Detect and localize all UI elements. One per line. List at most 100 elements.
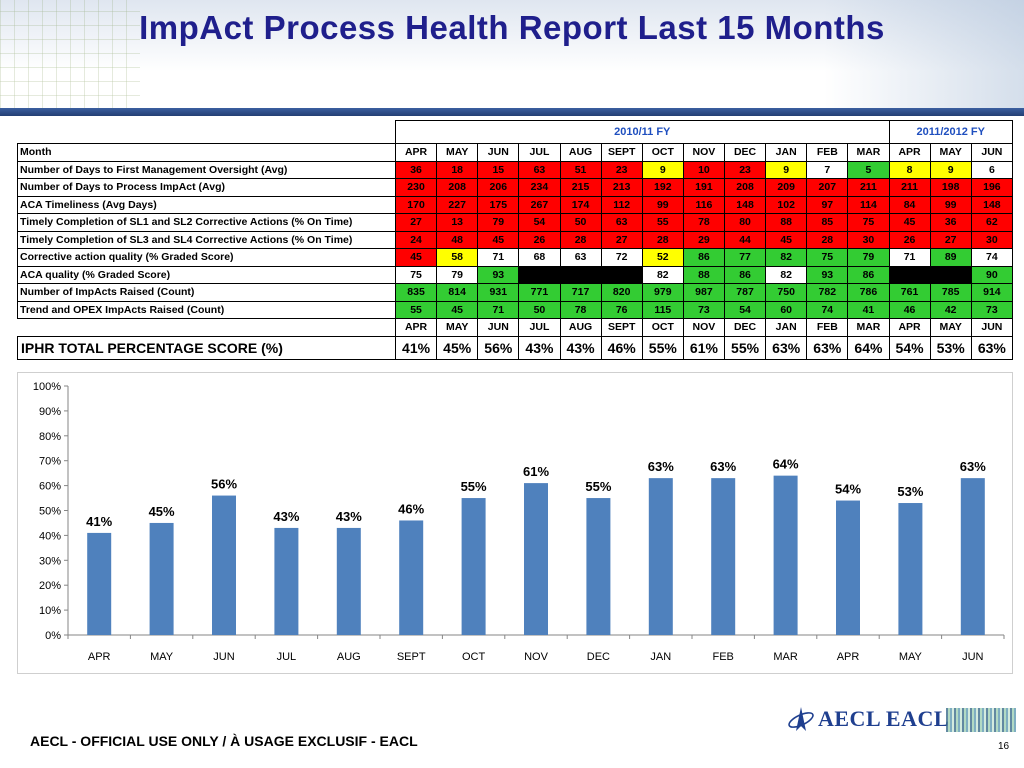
- title-divider: [0, 108, 1024, 116]
- chart-svg: 0% 10% 20% 30% 40% 50% 60% 70% 80% 90% 100% 41% APR 4…: [33, 381, 1005, 663]
- metric-value-cell: 115: [641, 300, 684, 319]
- metric-value-cell: 52: [641, 248, 684, 267]
- fy-header-row: 2010/11 FY 2011/2012 FY: [17, 120, 1013, 144]
- metric-value-cell: 89: [929, 248, 972, 267]
- metric-value-cell: 750: [765, 283, 808, 302]
- metric-value-cell: 50: [518, 300, 561, 319]
- metric-value-cell: 85: [806, 213, 849, 232]
- metric-value-cell: 207: [806, 178, 849, 197]
- chart-bar: [711, 478, 736, 635]
- header-band: [0, 0, 1024, 110]
- total-score-cell: 64%: [847, 335, 890, 360]
- page-number: 16: [998, 741, 1010, 752]
- month-header-cell: JUN: [970, 143, 1014, 162]
- metric-value-cell: 93: [477, 265, 520, 284]
- metric-value-cell: [600, 265, 643, 284]
- x-tick-label: APR: [88, 651, 111, 663]
- chart-bar: [461, 498, 486, 635]
- chart-bar: [960, 478, 985, 635]
- metric-value-cell: 209: [765, 178, 808, 197]
- metric-value-cell: 79: [847, 248, 890, 267]
- metric-value-cell: 86: [723, 265, 767, 284]
- total-score-chart: 0% 10% 20% 30% 40% 50% 60% 70% 80% 90% 100% 41% APR 4…: [17, 372, 1013, 674]
- metric-value-cell: 6: [970, 160, 1014, 179]
- metric-value-cell: 41: [847, 300, 890, 319]
- metric-value-cell: 8: [888, 160, 931, 179]
- metric-value-cell: 27: [394, 213, 438, 232]
- metric-value-cell: 73: [682, 300, 726, 319]
- total-score-cell: 56%: [477, 335, 520, 360]
- metric-value-cell: 82: [641, 265, 684, 284]
- metric-value-cell: 28: [559, 230, 602, 249]
- metric-value-cell: 54: [723, 300, 767, 319]
- metric-value-cell: 78: [559, 300, 602, 319]
- metric-label: Timely Completion of SL3 and SL4 Correct…: [17, 230, 396, 249]
- month-header-cell: AUG: [559, 143, 602, 162]
- metric-value-cell: 148: [970, 195, 1014, 214]
- metric-value-cell: 93: [806, 265, 849, 284]
- metric-value-cell: 761: [888, 283, 931, 302]
- metric-label: Timely Completion of SL1 and SL2 Correct…: [17, 213, 396, 232]
- aecl-atom-icon: [788, 707, 814, 731]
- metric-value-cell: [559, 265, 602, 284]
- month-header-cell: MAY: [929, 143, 972, 162]
- metric-value-cell: 71: [477, 300, 520, 319]
- month-header-cell: SEPT: [600, 143, 643, 162]
- blank-cell: [17, 120, 396, 144]
- metric-value-cell: 74: [970, 248, 1014, 267]
- metric-value-cell: 227: [436, 195, 479, 214]
- metric-value-cell: 15: [477, 160, 520, 179]
- bar-data-label: 63%: [960, 459, 986, 474]
- metric-value-cell: 717: [559, 283, 602, 302]
- total-score-cell: 63%: [970, 335, 1014, 360]
- x-tick-label: OCT: [462, 651, 486, 663]
- metric-value-cell: 46: [888, 300, 931, 319]
- metric-value-cell: 114: [847, 195, 890, 214]
- metric-value-cell: 26: [518, 230, 561, 249]
- bar-data-label: 43%: [273, 509, 299, 524]
- metric-value-cell: 175: [477, 195, 520, 214]
- metric-label: Number of ImpActs Raised (Count): [17, 283, 396, 302]
- metric-row: Number of Days to Process ImpAct (Avg) 23…: [17, 178, 1014, 197]
- metric-value-cell: 211: [888, 178, 931, 197]
- metric-value-cell: 99: [641, 195, 684, 214]
- metric-value-cell: 82: [765, 265, 808, 284]
- metric-value-cell: 112: [600, 195, 643, 214]
- metric-value-cell: 54: [518, 213, 561, 232]
- metric-row: Trend and OPEX ImpActs Raised (Count) 55 4…: [17, 300, 1014, 319]
- metric-value-cell: 10: [682, 160, 726, 179]
- metric-value-cell: 208: [723, 178, 767, 197]
- metric-value-cell: 75: [847, 213, 890, 232]
- month-footer-cell: JAN: [765, 318, 808, 337]
- metric-value-cell: 9: [641, 160, 684, 179]
- month-header-cell: MAR: [847, 143, 890, 162]
- metric-value-cell: 36: [394, 160, 438, 179]
- month-footer-cell: MAR: [847, 318, 890, 337]
- metric-value-cell: 82: [765, 248, 808, 267]
- total-score-cell: 43%: [518, 335, 561, 360]
- metric-value-cell: 102: [765, 195, 808, 214]
- fy-header-2011-12: 2011/2012 FY: [888, 120, 1013, 144]
- month-footer-cell: JUN: [477, 318, 520, 337]
- metric-value-cell: 97: [806, 195, 849, 214]
- metric-value-cell: 30: [970, 230, 1014, 249]
- total-score-cell: 43%: [559, 335, 602, 360]
- metric-value-cell: 58: [436, 248, 479, 267]
- y-tick-label: 50%: [39, 506, 61, 518]
- x-tick-label: JAN: [650, 651, 671, 663]
- month-footer-cell: SEPT: [600, 318, 643, 337]
- metric-value-cell: 27: [600, 230, 643, 249]
- metric-value-cell: 75: [394, 265, 438, 284]
- metric-value-cell: 9: [765, 160, 808, 179]
- metric-value-cell: 51: [559, 160, 602, 179]
- month-footer-cell: APR: [888, 318, 931, 337]
- metric-value-cell: 71: [477, 248, 520, 267]
- metric-label: Number of Days to Process ImpAct (Avg): [17, 178, 396, 197]
- total-score-cell: 63%: [765, 335, 808, 360]
- month-footer-cell: AUG: [559, 318, 602, 337]
- metric-value-cell: 44: [723, 230, 767, 249]
- x-tick-label: JUN: [962, 651, 983, 663]
- month-header-cell: JUN: [477, 143, 520, 162]
- x-tick-label: MAY: [150, 651, 174, 663]
- fy-header-2010-11: 2010/11 FY: [395, 120, 890, 144]
